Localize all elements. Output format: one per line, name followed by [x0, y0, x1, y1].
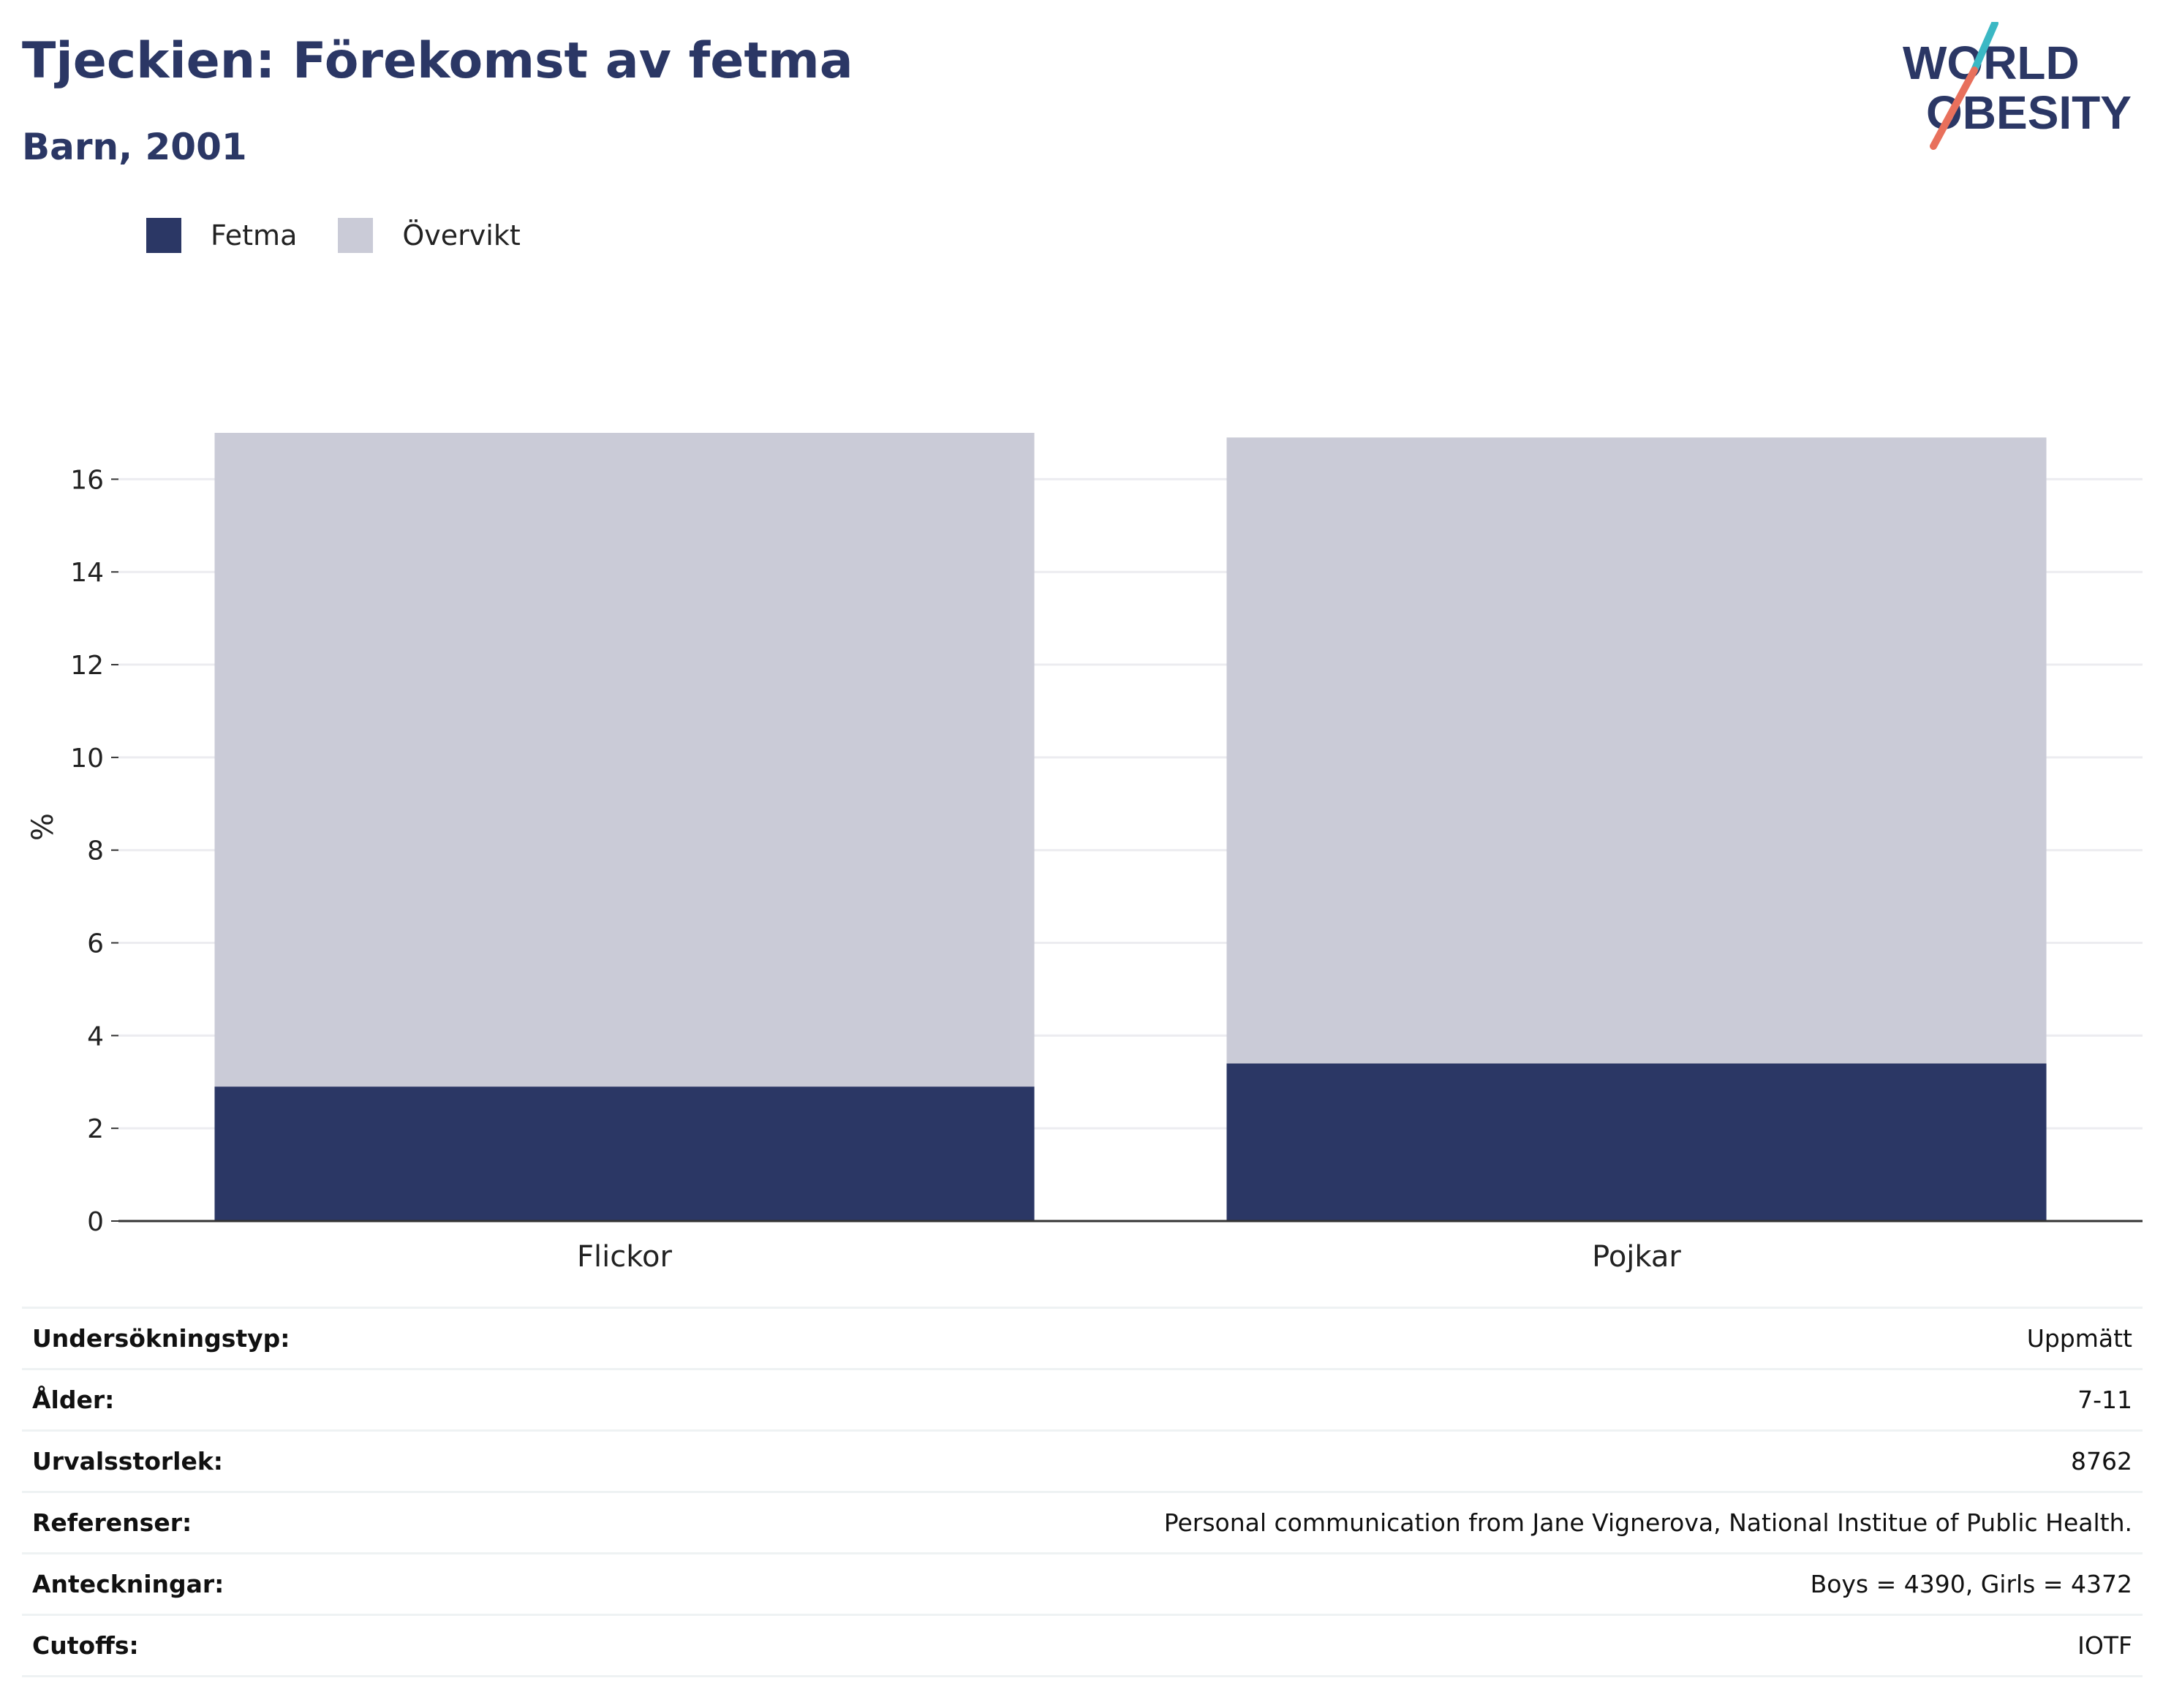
legend-label-overvikt: Övervikt	[402, 219, 521, 252]
legend-item-fetma[interactable]: Fetma	[146, 218, 297, 253]
y-tick-label: 0	[87, 1207, 104, 1237]
legend-swatch-fetma	[146, 218, 181, 253]
info-value: Uppmätt	[487, 1307, 2143, 1369]
chart-title: Tjeckien: Förekomst av fetma	[22, 32, 853, 90]
info-row: Cutoffs: IOTF	[22, 1614, 2143, 1677]
info-value: 8762	[487, 1429, 2143, 1492]
y-tick-label: 12	[70, 651, 104, 681]
y-tick-label: 8	[87, 836, 104, 866]
info-value: 7-11	[487, 1368, 2143, 1431]
bar-chart: 0 2 4 6 8 10 12 14 16% Flickor Pojkar	[26, 433, 2143, 1272]
info-row: Urvalsstorlek: 8762	[22, 1429, 2143, 1492]
info-key: Anteckningar:	[22, 1552, 488, 1615]
info-value: IOTF	[487, 1614, 2143, 1677]
legend-swatch-overvikt	[338, 218, 374, 253]
info-key: Referenser:	[22, 1491, 488, 1554]
info-row: Anteckningar: Boys = 4390, Girls = 4372	[22, 1552, 2143, 1615]
info-key: Undersökningstyp:	[22, 1307, 488, 1369]
world-obesity-logo: WORLD OBESITY	[1903, 22, 2132, 150]
info-value: Boys = 4390, Girls = 4372	[487, 1552, 2143, 1615]
legend-label-fetma: Fetma	[211, 219, 298, 252]
info-table: Undersökningstyp: Uppmätt Ålder: 7-11 Urvals…	[22, 1307, 2143, 1677]
y-tick-label: 6	[87, 929, 104, 959]
bar--vervikt-flickor	[214, 433, 1035, 1087]
bar--vervikt-pojkar	[1226, 437, 2047, 1064]
y-tick-label: 10	[70, 744, 104, 774]
logo-line1: WORLD	[1903, 37, 2080, 89]
logo-slash-top	[1971, 22, 1998, 74]
y-tick-label: 2	[87, 1114, 104, 1144]
logo-line2: OBESITY	[1926, 86, 2132, 139]
y-tick-label: 16	[70, 465, 104, 495]
info-key: Urvalsstorlek:	[22, 1429, 488, 1492]
legend: Fetma Övervikt	[146, 214, 562, 257]
bar-fetma-flickor	[214, 1087, 1035, 1221]
info-row: Undersökningstyp: Uppmätt	[22, 1307, 2143, 1369]
y-tick-label: 14	[70, 558, 104, 588]
y-tick-label: 4	[87, 1021, 104, 1051]
info-key: Cutoffs:	[22, 1614, 488, 1677]
logo-slash-bottom	[1930, 67, 1978, 150]
x-tick-label: Flickor	[577, 1240, 672, 1272]
info-row: Ålder: 7-11	[22, 1368, 2143, 1431]
info-row: Referenser: Personal communication from J…	[22, 1491, 2143, 1554]
legend-item-overvikt[interactable]: Övervikt	[338, 218, 521, 253]
info-value: Personal communication from Jane Vignero…	[487, 1491, 2143, 1554]
y-axis-label: %	[26, 813, 60, 841]
chart-subtitle: Barn, 2001	[22, 126, 247, 168]
info-key: Ålder:	[22, 1368, 488, 1431]
x-tick-label: Pojkar	[1592, 1240, 1681, 1272]
bar-fetma-pojkar	[1226, 1063, 2047, 1221]
